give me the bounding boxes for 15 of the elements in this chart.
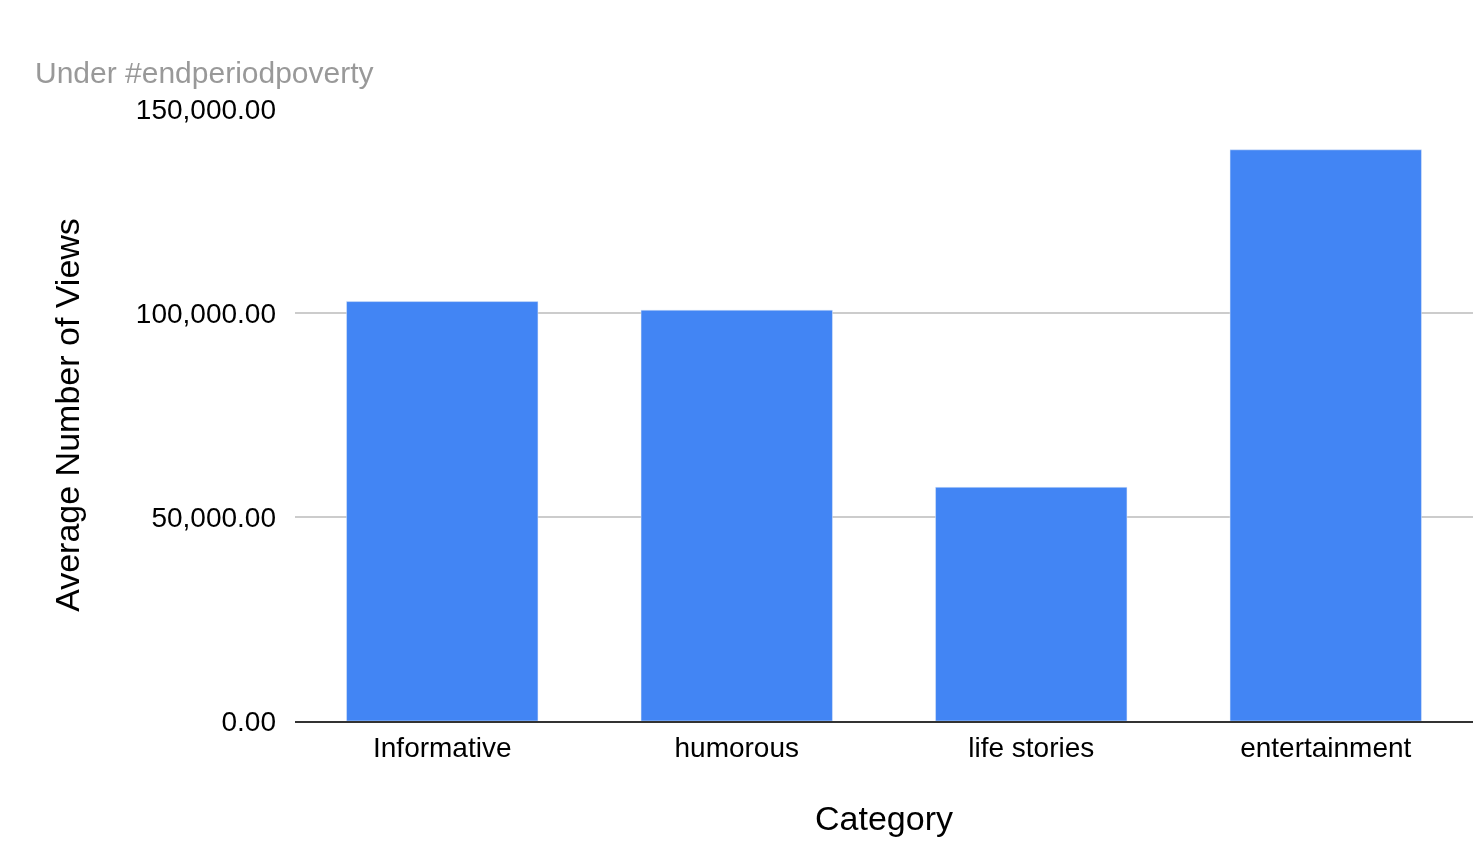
chart-subtitle: Under #endperiodpoverty: [35, 56, 374, 89]
y-axis-title: Average Number of Views: [48, 218, 87, 612]
bar: [640, 309, 833, 721]
bar: [1229, 149, 1422, 721]
bar: [346, 301, 539, 721]
x-tick-label: life stories: [968, 731, 1095, 763]
y-tick-label: 100,000.00: [135, 297, 276, 329]
x-tick-label: Informative: [373, 731, 512, 763]
y-tick-label: 0.00: [221, 705, 276, 737]
bar: [935, 486, 1128, 721]
x-tick-label: humorous: [674, 731, 800, 763]
y-tick-label: 150,000.00: [135, 93, 276, 125]
x-axis-title: Category: [815, 799, 953, 838]
y-tick-label: 50,000.00: [151, 501, 276, 533]
x-tick-label: entertainment: [1240, 731, 1412, 763]
